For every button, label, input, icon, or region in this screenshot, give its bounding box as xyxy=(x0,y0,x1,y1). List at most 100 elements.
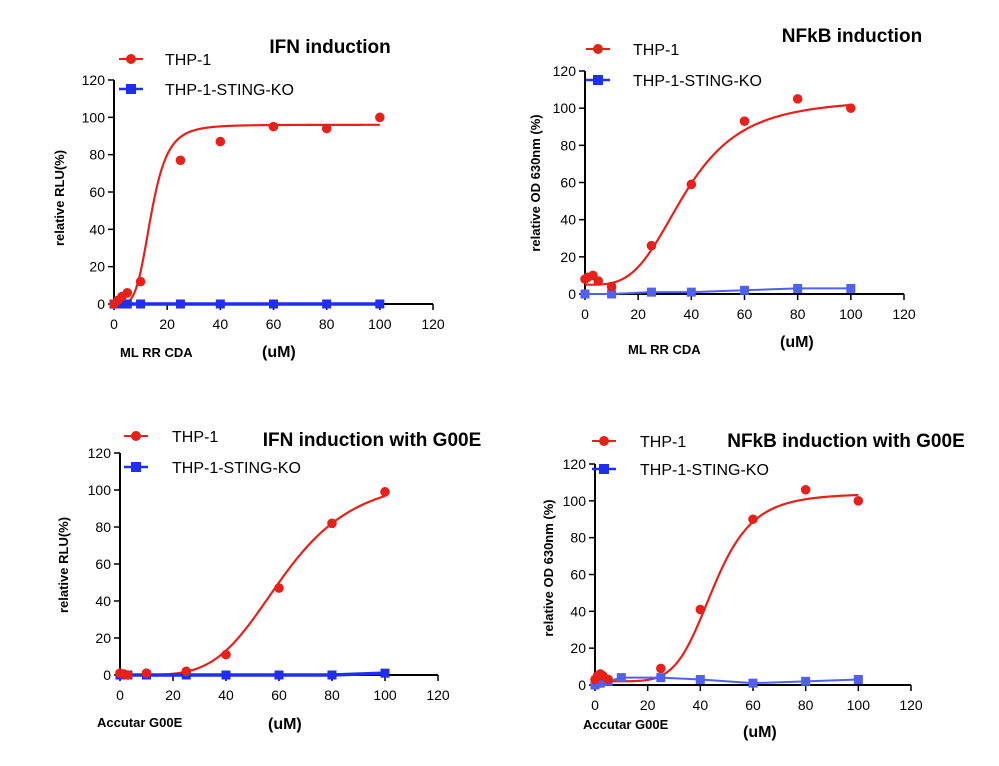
x-tick-label: 60 xyxy=(271,687,287,703)
thp1-data-point xyxy=(327,518,337,529)
x-tick-label: 60 xyxy=(737,306,753,322)
y-tick-label: 80 xyxy=(560,137,576,153)
x-tick-label: 80 xyxy=(324,687,340,703)
y-tick-label: 100 xyxy=(82,109,106,125)
x-axis-compound-label: Accutar G00E xyxy=(583,717,669,732)
x-tick-label: 0 xyxy=(116,687,124,703)
x-tick-label: 0 xyxy=(581,306,589,322)
legend-label-thp1: THP-1 xyxy=(640,434,686,451)
thp1-data-point xyxy=(800,484,811,495)
thp1-data-point xyxy=(175,155,186,166)
x-axis-compound-label: Accutar G00E xyxy=(97,715,183,730)
x-tick-label: 100 xyxy=(839,306,863,322)
legend-marker-thp1 xyxy=(599,436,609,446)
x-tick-label: 40 xyxy=(218,687,234,703)
ko-data-point xyxy=(656,673,666,683)
legend-marker-thp1 xyxy=(593,44,603,54)
ko-data-point xyxy=(375,299,385,309)
legend-marker-ko xyxy=(126,84,136,94)
legend-label-ko: THP-1-STING-KO xyxy=(172,460,301,477)
thp1-fit-curve xyxy=(585,103,851,286)
y-axis-label: relative OD 630nm (%) xyxy=(541,499,556,636)
ko-data-point xyxy=(793,283,803,293)
y-tick-label: 60 xyxy=(570,567,586,583)
x-axis-compound-label: ML RR CDA xyxy=(120,345,193,360)
legend-label-thp1: THP-1 xyxy=(633,42,679,59)
thp1-data-point xyxy=(686,179,697,190)
thp1-data-point xyxy=(268,121,279,132)
plot-area: 0 20 40 60 80 100 120 0 20 40 60 80 100 120 xyxy=(563,456,923,713)
legend: THP-1 THP-1-STING-KO xyxy=(172,429,301,477)
plot-area: 0 20 40 60 80 100 120 0 20 40 60 80 100 120 xyxy=(88,445,450,703)
y-tick-label: 0 xyxy=(578,677,586,693)
x-axis-unit-label: (uM) xyxy=(262,344,296,361)
thp1-data-point xyxy=(606,281,617,292)
x-tick-label: 20 xyxy=(165,687,181,703)
y-tick-label: 20 xyxy=(89,259,105,275)
ko-data-point xyxy=(616,673,626,683)
thp1-data-point xyxy=(656,663,666,674)
x-tick-label: 40 xyxy=(213,316,229,332)
thp1-data-point xyxy=(141,668,152,678)
thp1-data-point xyxy=(739,116,750,126)
legend-marker-thp1 xyxy=(126,54,136,64)
x-tick-label: 120 xyxy=(899,697,923,713)
ko-data-point xyxy=(853,674,863,684)
ko-data-point xyxy=(646,287,656,297)
legend: THP-1 THP-1-STING-KO xyxy=(640,434,769,479)
ko-data-point xyxy=(274,670,284,680)
x-tick-label: 120 xyxy=(426,687,450,703)
x-tick-label: 120 xyxy=(421,316,445,332)
legend-marker-ko xyxy=(131,462,141,472)
chart-title: NFkB induction xyxy=(782,26,922,47)
ko-data-point xyxy=(175,299,185,309)
legend-label-thp1: THP-1 xyxy=(172,429,218,446)
ko-data-point xyxy=(322,299,332,309)
ko-data-point xyxy=(846,283,856,293)
x-tick-label: 0 xyxy=(591,697,599,713)
thp1-data-point xyxy=(122,288,133,298)
ko-data-point xyxy=(598,676,608,686)
thp1-data-point xyxy=(853,496,864,506)
ko-data-point xyxy=(215,299,225,309)
thp1-data-point xyxy=(593,276,604,286)
ko-data-point xyxy=(801,676,811,686)
y-tick-label: 0 xyxy=(97,296,105,312)
thp1-data-point xyxy=(321,123,332,134)
x-tick-label: 40 xyxy=(693,697,709,713)
plot-area: 0 20 40 60 80 100 120 0 20 40 60 80 100 120 xyxy=(82,72,445,332)
y-tick-label: 120 xyxy=(88,445,112,461)
x-tick-label: 80 xyxy=(798,697,814,713)
x-tick-label: 100 xyxy=(373,687,397,703)
thp1-data-point xyxy=(792,94,803,104)
y-axis-label: relative RLU(%) xyxy=(56,517,71,613)
chart-title: IFN induction xyxy=(269,37,390,58)
y-tick-label: 40 xyxy=(570,603,586,619)
thp1-data-point xyxy=(748,514,758,525)
y-tick-label: 120 xyxy=(563,456,587,472)
thp1-data-point xyxy=(380,487,390,497)
ko-data-point xyxy=(380,668,390,678)
chart-title: IFN induction with G00E xyxy=(263,430,482,451)
legend-marker-thp1 xyxy=(131,431,141,441)
y-tick-label: 0 xyxy=(568,286,576,302)
ko-data-point xyxy=(580,289,590,299)
x-tick-label: 20 xyxy=(159,316,175,332)
y-axis-label: relative RLU(%) xyxy=(52,150,67,246)
legend-label-ko: THP-1-STING-KO xyxy=(633,73,762,90)
thp1-data-point xyxy=(181,666,192,677)
thp1-data-point xyxy=(846,103,856,113)
y-tick-label: 80 xyxy=(570,530,586,546)
x-tick-label: 80 xyxy=(790,306,806,322)
x-tick-label: 100 xyxy=(368,316,392,332)
x-tick-label: 0 xyxy=(110,316,118,332)
y-tick-label: 100 xyxy=(563,493,587,509)
legend-label-ko: THP-1-STING-KO xyxy=(640,462,769,479)
legend-label-ko: THP-1-STING-KO xyxy=(165,82,294,99)
ko-data-point xyxy=(269,299,278,309)
ko-data-point xyxy=(117,299,127,309)
